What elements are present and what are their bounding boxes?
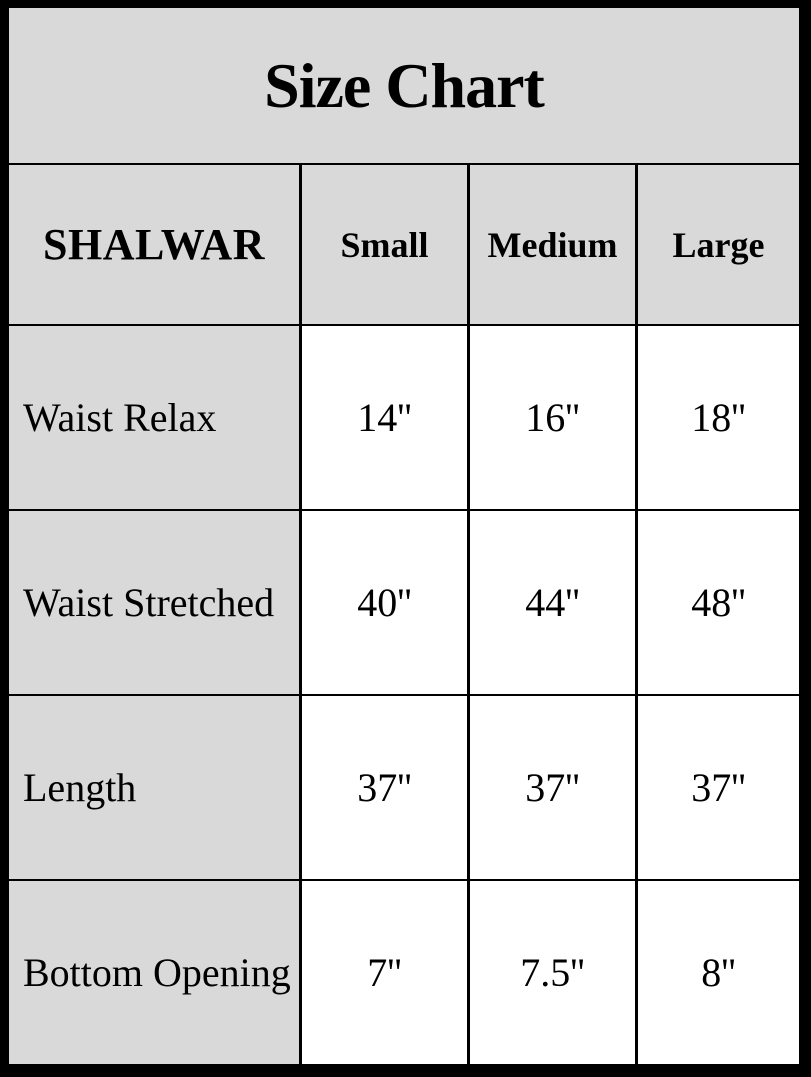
size-value: 40'' bbox=[299, 509, 470, 696]
size-value: 8'' bbox=[635, 879, 802, 1066]
size-value: 18'' bbox=[635, 324, 802, 511]
size-value: 14'' bbox=[299, 324, 470, 511]
size-value: 16'' bbox=[467, 324, 638, 511]
row-label: Bottom Opening bbox=[6, 879, 302, 1066]
table-row-bottom-opening: Bottom Opening 7'' 7.5'' 8'' bbox=[6, 879, 802, 1066]
size-value: 37'' bbox=[467, 694, 638, 881]
row-label: Length bbox=[6, 694, 302, 881]
size-value: 48'' bbox=[635, 509, 802, 696]
column-header-medium: Medium bbox=[467, 163, 638, 326]
size-value: 7.5'' bbox=[467, 879, 638, 1066]
row-label: Waist Stretched bbox=[6, 509, 302, 696]
column-header-small: Small bbox=[299, 163, 470, 326]
page-title: Size Chart bbox=[6, 6, 802, 165]
column-header-large: Large bbox=[635, 163, 802, 326]
size-chart-table: Size Chart SHALWAR Small Medium Large Wa… bbox=[6, 6, 802, 1066]
title-row: Size Chart bbox=[6, 6, 802, 165]
size-value: 37'' bbox=[299, 694, 470, 881]
corner-header-shalwar: SHALWAR bbox=[6, 163, 302, 326]
row-label: Waist Relax bbox=[6, 324, 302, 511]
size-value: 37'' bbox=[635, 694, 802, 881]
size-value: 7'' bbox=[299, 879, 470, 1066]
table-row-waist-stretched: Waist Stretched 40'' 44'' 48'' bbox=[6, 509, 802, 696]
size-value: 44'' bbox=[467, 509, 638, 696]
table-row-length: Length 37'' 37'' 37'' bbox=[6, 694, 802, 881]
table-row-waist-relax: Waist Relax 14'' 16'' 18'' bbox=[6, 324, 802, 511]
header-row: SHALWAR Small Medium Large bbox=[6, 163, 802, 326]
